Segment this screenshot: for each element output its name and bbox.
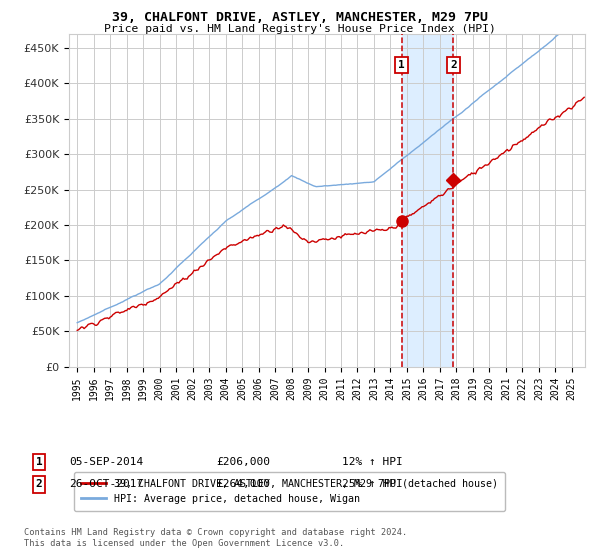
Text: £264,000: £264,000 <box>216 479 270 489</box>
Text: 12% ↑ HPI: 12% ↑ HPI <box>342 457 403 467</box>
Text: 2: 2 <box>450 60 457 70</box>
Text: 26-OCT-2017: 26-OCT-2017 <box>69 479 143 489</box>
Text: 25% ↑ HPI: 25% ↑ HPI <box>342 479 403 489</box>
Text: Contains HM Land Registry data © Crown copyright and database right 2024.
This d: Contains HM Land Registry data © Crown c… <box>24 528 407 548</box>
Text: 2: 2 <box>35 479 43 489</box>
Text: £206,000: £206,000 <box>216 457 270 467</box>
Text: Price paid vs. HM Land Registry's House Price Index (HPI): Price paid vs. HM Land Registry's House … <box>104 24 496 34</box>
Legend: 39, CHALFONT DRIVE, ASTLEY, MANCHESTER, M29 7PU (detached house), HPI: Average p: 39, CHALFONT DRIVE, ASTLEY, MANCHESTER, … <box>74 472 505 511</box>
Text: 1: 1 <box>398 60 405 70</box>
Text: 05-SEP-2014: 05-SEP-2014 <box>69 457 143 467</box>
Bar <box>401 34 454 367</box>
Text: 1: 1 <box>35 457 43 467</box>
Text: 39, CHALFONT DRIVE, ASTLEY, MANCHESTER, M29 7PU: 39, CHALFONT DRIVE, ASTLEY, MANCHESTER, … <box>112 11 488 24</box>
